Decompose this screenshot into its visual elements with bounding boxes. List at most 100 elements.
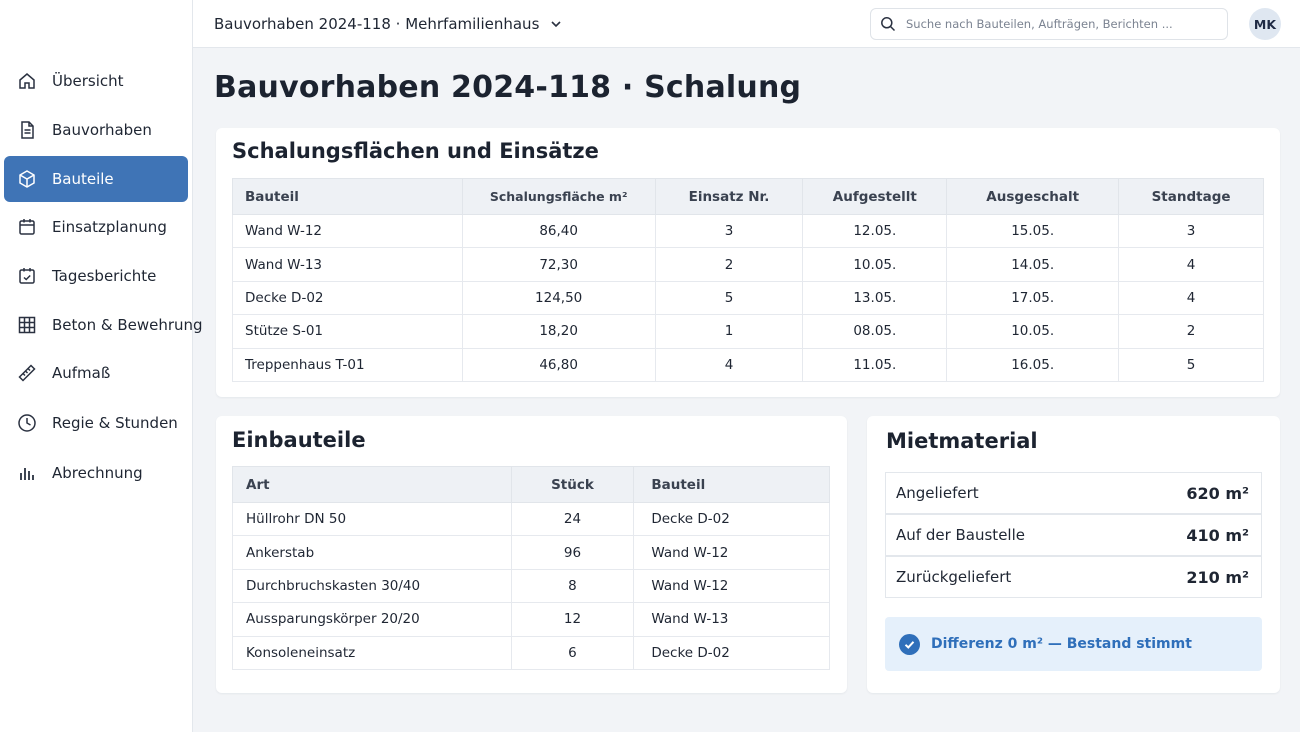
column-header[interactable]: Bauteil	[633, 466, 830, 503]
table-cell: Aussparungskörper 20/20	[232, 602, 512, 637]
avatar[interactable]: MK	[1249, 8, 1281, 40]
table-cell: 08.05.	[802, 314, 948, 349]
table-cell: 2	[654, 247, 804, 282]
table-cell: Wand W-12	[633, 568, 830, 604]
sidebar-item-abrechnung[interactable]: Abrechnung	[4, 450, 188, 496]
table-row[interactable]: Stütze S-01 18,20 1 08.05. 10.05. 2	[232, 314, 1264, 349]
table-cell: 12.05.	[802, 213, 948, 249]
table-cell: 17.05.	[946, 280, 1120, 316]
table-row[interactable]: Decke D-02 124,50 5 13.05. 17.05. 4	[232, 280, 1264, 316]
sidebar-item-tagesberichte[interactable]: Tagesberichte	[4, 253, 188, 299]
table-cell: 16.05.	[946, 347, 1120, 382]
table-cell: 8	[510, 568, 635, 604]
sidebar-item-uebersicht[interactable]: Übersicht	[4, 58, 188, 104]
table-cell: 5	[654, 280, 804, 316]
calendar-icon	[17, 217, 37, 237]
sidebar-item-bauteile[interactable]: Bauteile	[4, 156, 188, 202]
table-cell: 72,30	[461, 247, 656, 282]
column-header[interactable]: Ausgeschalt	[946, 178, 1120, 215]
sidebar-item-bauvorhaben[interactable]: Bauvorhaben	[4, 107, 188, 153]
sidebar-item-label: Bauvorhaben	[52, 121, 152, 139]
table-cell: 124,50	[461, 280, 656, 316]
home-icon	[17, 71, 37, 91]
table-cell: 24	[510, 501, 635, 537]
status-text: Differenz 0 m² — Bestand stimmt	[931, 636, 1192, 652]
table-cell: Decke D-02	[633, 635, 830, 670]
mietmaterial-row-angeliefert: Angeliefert 620 m²	[885, 472, 1262, 514]
sidebar: Übersicht Bauvorhaben Bauteile Einsatzpl…	[0, 0, 203, 732]
chevron-down-icon	[549, 17, 563, 31]
table-header-row: Art Stück Bauteil	[232, 466, 830, 503]
table-cell: Wand W-12	[633, 535, 830, 570]
table-cell: Stütze S-01	[232, 314, 463, 349]
schalung-card: Schalungsflächen und Einsätze Bauteil Sc…	[216, 128, 1280, 397]
table-cell: Wand W-12	[232, 213, 463, 249]
einbauteile-card: Einbauteile Art Stück Bauteil Hüllrohr D…	[216, 416, 847, 693]
column-header[interactable]: Bauteil	[232, 178, 463, 215]
table-cell: 10.05.	[946, 314, 1120, 349]
table-cell: 2	[1118, 314, 1264, 349]
sidebar-item-aufmass[interactable]: Aufmaß	[4, 350, 188, 396]
sidebar-item-label: Beton & Bewehrung	[52, 316, 203, 334]
table-cell: 12	[510, 602, 635, 637]
table-cell: 46,80	[461, 347, 656, 382]
mietmaterial-row-baustelle: Auf der Baustelle 410 m²	[885, 514, 1262, 556]
check-circle-icon	[899, 633, 920, 655]
table-cell: 4	[654, 347, 804, 382]
page-title: Bauvorhaben 2024-118 · Schalung	[214, 70, 802, 105]
table-cell: 6	[510, 635, 635, 670]
table-row[interactable]: Wand W-12 86,40 3 12.05. 15.05. 3	[232, 213, 1264, 249]
table-cell: Hüllrohr DN 50	[232, 501, 512, 537]
sidebar-item-label: Tagesberichte	[52, 267, 157, 285]
table-cell: Treppenhaus T-01	[232, 347, 463, 382]
table-cell: Durchbruchskasten 30/40	[232, 568, 512, 604]
sidebar-item-regie-stunden[interactable]: Regie & Stunden	[4, 400, 188, 446]
project-switcher[interactable]: Bauvorhaben 2024-118 · Mehrfamilienhaus	[214, 12, 563, 36]
table-row[interactable]: Aussparungskörper 20/20 12 Wand W-13	[232, 602, 830, 637]
table-row[interactable]: Hüllrohr DN 50 24 Decke D-02	[232, 501, 830, 537]
project-label: Bauvorhaben 2024-118 · Mehrfamilienhaus	[214, 15, 540, 33]
column-header[interactable]: Standtage	[1118, 178, 1264, 215]
table-row[interactable]: Wand W-13 72,30 2 10.05. 14.05. 4	[232, 247, 1264, 282]
sidebar-item-beton-bewehrung[interactable]: Beton & Bewehrung	[4, 302, 203, 348]
sidebar-item-einsatzplanung[interactable]: Einsatzplanung	[4, 204, 188, 250]
search-input[interactable]	[906, 17, 1216, 31]
table-cell: 13.05.	[802, 280, 948, 316]
table-cell: 1	[654, 314, 804, 349]
column-header[interactable]: Einsatz Nr.	[654, 178, 804, 215]
table-cell: 15.05.	[946, 213, 1120, 249]
table-row[interactable]: Durchbruchskasten 30/40 8 Wand W-12	[232, 568, 830, 604]
sidebar-item-label: Bauteile	[52, 170, 114, 188]
cube-icon	[17, 169, 37, 189]
table-cell: 11.05.	[802, 347, 948, 382]
schalung-table: Bauteil Schalungsfläche m² Einsatz Nr. A…	[232, 178, 1264, 382]
calendar-check-icon	[17, 266, 37, 286]
bar-chart-icon	[17, 463, 37, 483]
status-banner: Differenz 0 m² — Bestand stimmt	[885, 617, 1262, 671]
table-header-row: Bauteil Schalungsfläche m² Einsatz Nr. A…	[232, 178, 1264, 215]
column-header[interactable]: Aufgestellt	[802, 178, 948, 215]
sidebar-item-label: Abrechnung	[52, 464, 143, 482]
column-header[interactable]: Schalungsfläche m²	[461, 178, 656, 215]
document-icon	[17, 120, 37, 140]
sidebar-item-label: Übersicht	[52, 72, 124, 90]
mietmaterial-value: 620 m²	[1186, 483, 1249, 503]
table-cell: Konsoleneinsatz	[232, 635, 512, 670]
sidebar-item-label: Aufmaß	[52, 364, 111, 382]
search-box[interactable]	[870, 8, 1228, 40]
einbauteile-table: Art Stück Bauteil Hüllrohr DN 50 24 Deck…	[232, 466, 830, 670]
table-row[interactable]: Ankerstab 96 Wand W-12	[232, 535, 830, 570]
table-cell: Decke D-02	[232, 280, 463, 316]
table-cell: 10.05.	[802, 247, 948, 282]
column-header[interactable]: Art	[232, 466, 512, 503]
table-row[interactable]: Treppenhaus T-01 46,80 4 11.05. 16.05. 5	[232, 347, 1264, 382]
ruler-icon	[17, 363, 37, 383]
table-cell: 3	[1118, 213, 1264, 249]
clock-icon	[17, 413, 37, 433]
table-row[interactable]: Konsoleneinsatz 6 Decke D-02	[232, 635, 830, 670]
table-cell: 96	[510, 535, 635, 570]
column-header[interactable]: Stück	[510, 466, 635, 503]
sidebar-item-label: Einsatzplanung	[52, 218, 167, 236]
search-icon	[880, 16, 896, 32]
mietmaterial-label: Zurückgeliefert	[896, 568, 1012, 586]
